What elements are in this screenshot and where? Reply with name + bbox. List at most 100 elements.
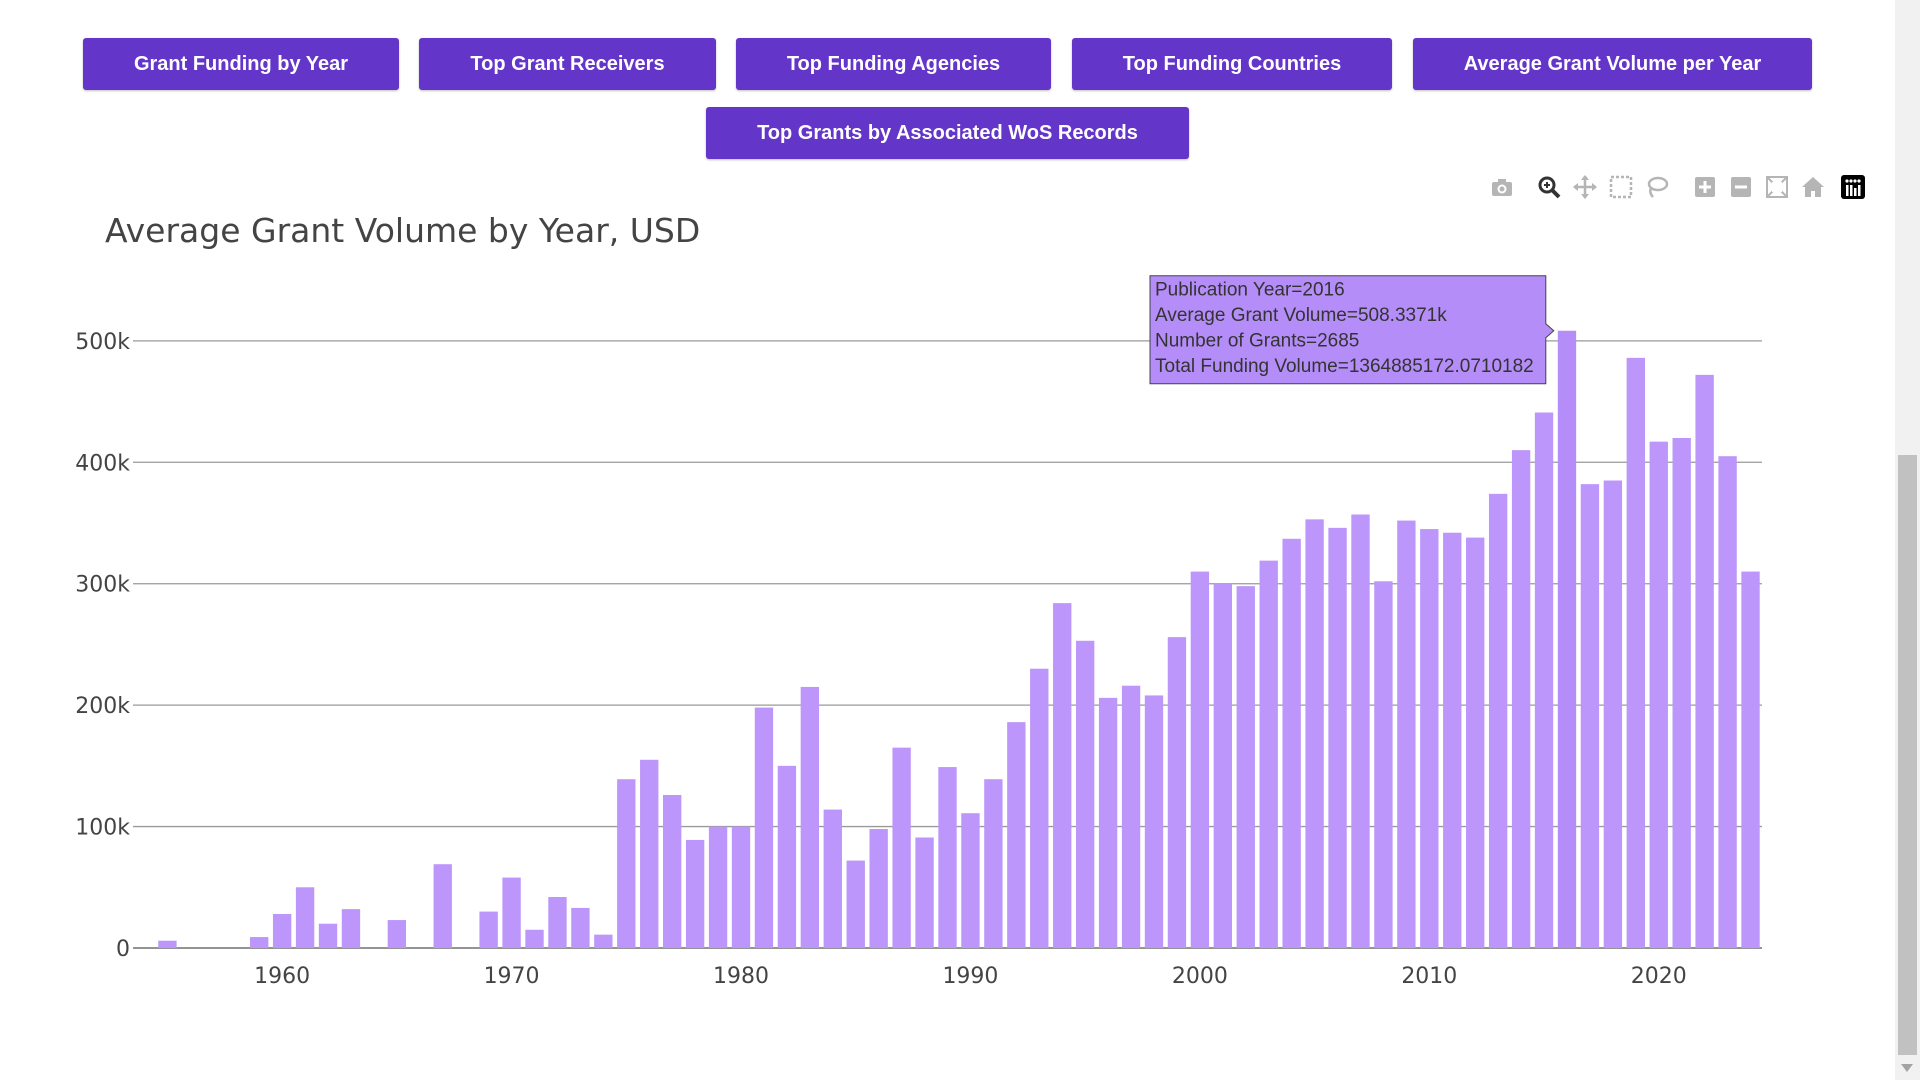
bar-1963[interactable] <box>341 909 361 948</box>
bar-1976[interactable] <box>640 759 659 948</box>
page-scrollbar[interactable] <box>1895 0 1920 1080</box>
bar-1965[interactable] <box>387 920 407 948</box>
x-axis-ticks: 1960 1970 1980 1990 2000 2010 2020 <box>254 964 1687 989</box>
bar-1959[interactable] <box>250 937 269 948</box>
bar-1975[interactable] <box>617 779 636 948</box>
bar-1991[interactable] <box>984 779 1003 948</box>
bar-1984[interactable] <box>823 809 842 948</box>
bar-1995[interactable] <box>1075 640 1095 948</box>
bar-1960[interactable] <box>272 914 292 948</box>
bar-2009[interactable] <box>1397 520 1416 948</box>
bar-1998[interactable] <box>1144 695 1164 948</box>
bar-1986[interactable] <box>869 829 888 948</box>
zoom-in-icon[interactable] <box>1691 173 1719 201</box>
bar-2020[interactable] <box>1649 441 1668 948</box>
y-tick-label: 300k <box>75 573 130 598</box>
top-funding-countries-button[interactable]: Top Funding Countries <box>1072 38 1392 90</box>
bar-1970[interactable] <box>502 877 521 948</box>
bar-1962[interactable] <box>318 923 338 948</box>
bar-2013[interactable] <box>1488 493 1508 948</box>
camera-icon[interactable] <box>1488 173 1516 201</box>
bar-1989[interactable] <box>938 767 957 948</box>
bar-2007[interactable] <box>1351 514 1370 949</box>
top-grant-receivers-button[interactable]: Top Grant Receivers <box>419 38 716 90</box>
lasso-select-icon[interactable] <box>1643 173 1671 201</box>
bar-2000[interactable] <box>1190 571 1210 948</box>
bar-1971[interactable] <box>525 929 544 948</box>
y-tick-label: 500k <box>75 330 130 355</box>
bar-2005[interactable] <box>1305 519 1324 948</box>
y-tick-label: 200k <box>75 694 130 719</box>
bar-1955[interactable] <box>158 940 177 948</box>
bar-2008[interactable] <box>1374 581 1393 948</box>
scrollbar-thumb[interactable] <box>1898 455 1917 1055</box>
chart-title: Average Grant Volume by Year, USD <box>105 211 700 250</box>
bar-2024[interactable] <box>1741 571 1760 948</box>
y-tick-label: 100k <box>75 816 130 841</box>
bar-2006[interactable] <box>1328 527 1347 948</box>
bar-1969[interactable] <box>479 911 498 948</box>
bar-1988[interactable] <box>915 837 934 949</box>
bar-1982[interactable] <box>777 765 797 948</box>
bar-1983[interactable] <box>800 686 820 948</box>
x-tick-label: 2000 <box>1172 964 1228 989</box>
zoom-icon[interactable] <box>1535 173 1563 201</box>
bar-2018[interactable] <box>1603 480 1623 949</box>
bar-1987[interactable] <box>892 747 911 948</box>
bar-1993[interactable] <box>1030 668 1049 948</box>
bar-2015[interactable] <box>1534 412 1554 949</box>
scroll-down-arrow-icon[interactable] <box>1901 1064 1913 1072</box>
bar-1979[interactable] <box>708 826 728 948</box>
top-grants-wos-records-button[interactable]: Top Grants by Associated WoS Records <box>706 107 1189 159</box>
box-select-icon[interactable] <box>1607 173 1635 201</box>
x-tick-label: 1980 <box>713 964 769 989</box>
grant-funding-by-year-button[interactable]: Grant Funding by Year <box>83 38 399 90</box>
bar-1980[interactable] <box>731 826 751 948</box>
bar-2019[interactable] <box>1626 357 1645 948</box>
hover-line: Number of Grants=2685 <box>1155 331 1359 352</box>
bar-1974[interactable] <box>594 934 613 948</box>
bar-2012[interactable] <box>1466 537 1485 948</box>
bar-1973[interactable] <box>571 907 590 948</box>
bar-1996[interactable] <box>1098 697 1118 948</box>
bar-2014[interactable] <box>1511 450 1531 948</box>
bar-1961[interactable] <box>295 887 315 948</box>
hover-tooltip: Publication Year=2016 Average Grant Volum… <box>1149 275 1555 385</box>
top-funding-agencies-button[interactable]: Top Funding Agencies <box>736 38 1051 90</box>
bar-2021[interactable] <box>1672 438 1691 948</box>
bar-1978[interactable] <box>685 839 705 948</box>
bar-2003[interactable] <box>1259 560 1278 948</box>
bar-2022[interactable] <box>1695 374 1714 948</box>
plotly-logo-icon[interactable] <box>1839 173 1867 201</box>
hover-line: Total Funding Volume=1364885172.0710182 <box>1155 356 1534 377</box>
bar-2001[interactable] <box>1213 583 1233 948</box>
bar-1972[interactable] <box>548 897 567 948</box>
hover-box <box>1149 275 1555 385</box>
hover-line: Average Grant Volume=508.3371k <box>1155 305 1447 326</box>
bar-1990[interactable] <box>961 813 980 948</box>
zoom-out-icon[interactable] <box>1727 173 1755 201</box>
bar-2017[interactable] <box>1580 484 1600 948</box>
bar-2002[interactable] <box>1236 586 1255 948</box>
bar-2016[interactable] <box>1557 330 1577 948</box>
x-tick-label: 1990 <box>942 964 998 989</box>
bar-1992[interactable] <box>1007 722 1026 948</box>
bar-1967[interactable] <box>433 864 452 948</box>
bar-2023[interactable] <box>1718 456 1737 948</box>
reset-axes-icon[interactable] <box>1799 173 1827 201</box>
x-tick-label: 2010 <box>1401 964 1457 989</box>
average-grant-volume-button[interactable]: Average Grant Volume per Year <box>1413 38 1812 90</box>
bar-2004[interactable] <box>1282 538 1301 948</box>
bar-1999[interactable] <box>1167 637 1187 948</box>
bar-1981[interactable] <box>754 707 774 948</box>
bar-1985[interactable] <box>846 860 865 948</box>
bar-1994[interactable] <box>1053 603 1072 948</box>
pan-icon[interactable] <box>1571 173 1599 201</box>
plot-modebar <box>1480 173 1870 203</box>
bar-1977[interactable] <box>662 795 682 948</box>
bar-2011[interactable] <box>1443 532 1462 948</box>
bar-1997[interactable] <box>1121 685 1141 948</box>
bar-2010[interactable] <box>1420 529 1439 948</box>
autoscale-icon[interactable] <box>1763 173 1791 201</box>
